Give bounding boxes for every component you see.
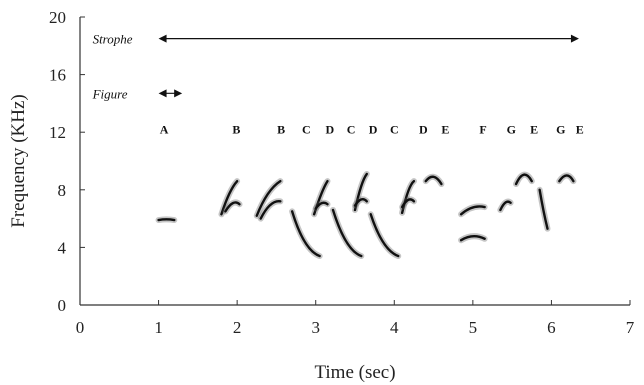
segment-label: B: [232, 123, 240, 137]
segment-label: E: [441, 123, 449, 137]
syllable-trace: [514, 173, 533, 186]
segment-label: B: [277, 123, 285, 137]
segment-label: G: [507, 123, 516, 137]
annotation-arrowhead-left: [158, 89, 167, 98]
segment-label: C: [302, 123, 311, 137]
y-tick-label: 20: [49, 8, 66, 27]
syllable-halo: [330, 206, 365, 260]
x-tick-label: 3: [311, 318, 320, 337]
syllable-halo: [367, 211, 402, 260]
segment-label: E: [576, 123, 584, 137]
annotation-arrowhead-left: [158, 34, 167, 43]
syllable-trace: [353, 198, 368, 207]
syllable-trace: [424, 175, 443, 186]
annotation-label: Strophe: [93, 32, 133, 47]
segment-label: A: [160, 123, 169, 137]
y-tick-label: 4: [58, 238, 67, 257]
syllable-trace: [255, 179, 282, 217]
syllable-trace: [220, 179, 239, 216]
syllable-trace: [459, 235, 486, 242]
syllable-trace: [400, 198, 416, 209]
syllable-trace: [312, 179, 329, 216]
x-tick-label: 7: [626, 318, 635, 337]
y-axis-title: Frequency (KHz): [8, 94, 29, 227]
x-tick-label: 4: [390, 318, 399, 337]
syllable-trace: [224, 201, 241, 213]
segment-label: D: [369, 123, 378, 137]
x-tick-label: 0: [76, 318, 85, 337]
x-tick-label: 1: [154, 318, 163, 337]
syllable-trace: [290, 210, 321, 258]
x-tick-label: 5: [469, 318, 478, 337]
syllable-trace: [259, 200, 282, 220]
segment-label: E: [530, 123, 538, 137]
axes: [79, 17, 630, 306]
segment-label: C: [347, 123, 356, 137]
syllable-trace: [400, 179, 416, 215]
syllable-trace: [369, 213, 400, 258]
x-tick-label: 6: [547, 318, 556, 337]
syllable-trace: [314, 201, 329, 210]
y-tick-label: 16: [49, 66, 66, 85]
y-tick-label: 0: [58, 296, 67, 315]
y-tick-label: 12: [49, 123, 66, 142]
syllable-trace: [157, 218, 176, 222]
syllable-trace: [499, 200, 512, 212]
segment-label: C: [390, 123, 399, 137]
syllable-trace: [459, 205, 486, 216]
y-tick-label: 8: [58, 181, 67, 200]
annotations: Strophe Figure: [92, 32, 579, 101]
segment-label: F: [479, 123, 486, 137]
syllables: [155, 170, 577, 260]
syllable-trace: [558, 174, 575, 183]
segment-label: D: [326, 123, 335, 137]
x-tick-label: 2: [233, 318, 242, 337]
syllable-halo: [289, 208, 323, 260]
x-axis-title: Time (sec): [314, 362, 395, 383]
segment-label: D: [419, 123, 428, 137]
annotation-arrowhead-right: [570, 34, 579, 43]
syllable-trace: [538, 188, 549, 230]
annotation-label: Figure: [92, 86, 128, 101]
annotation-arrowhead-right: [174, 89, 183, 98]
syllable-trace: [331, 208, 363, 258]
segment-label: G: [556, 123, 565, 137]
